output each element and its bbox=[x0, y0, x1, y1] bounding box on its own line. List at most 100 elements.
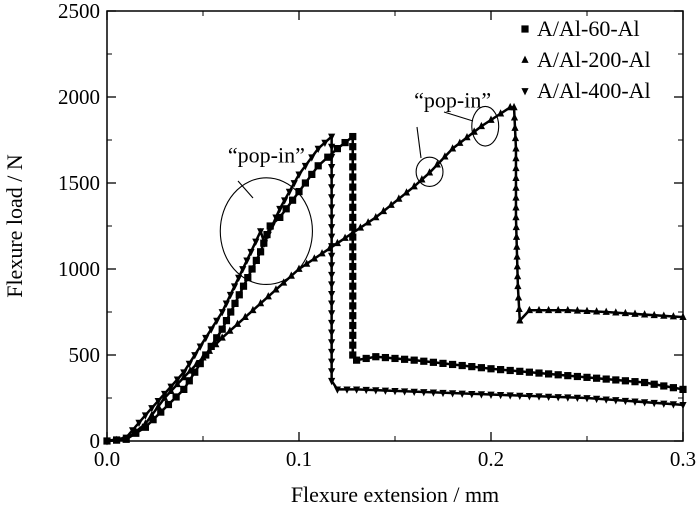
data-point bbox=[328, 300, 336, 308]
series-marker bbox=[272, 214, 280, 222]
data-point bbox=[141, 423, 149, 431]
pop-in-leader bbox=[443, 111, 474, 122]
series-marker bbox=[341, 138, 349, 147]
series-marker bbox=[252, 256, 260, 264]
series-marker bbox=[621, 308, 629, 317]
data-point bbox=[276, 213, 284, 221]
series-marker bbox=[583, 306, 591, 315]
data-point bbox=[333, 238, 341, 247]
series-marker bbox=[593, 374, 601, 382]
series-marker bbox=[612, 308, 620, 316]
data-point bbox=[295, 171, 303, 179]
data-point bbox=[679, 312, 687, 321]
data-point bbox=[141, 419, 149, 427]
series-marker bbox=[328, 252, 336, 261]
series-marker bbox=[328, 262, 336, 270]
series-marker bbox=[650, 380, 658, 388]
series-marker bbox=[545, 370, 553, 378]
series-marker bbox=[439, 389, 447, 398]
series-marker bbox=[429, 389, 437, 397]
series-marker bbox=[202, 334, 210, 343]
series-marker bbox=[458, 390, 466, 398]
series-marker bbox=[525, 368, 533, 376]
series-marker bbox=[161, 390, 169, 399]
y-tick-label: 2000 bbox=[58, 85, 100, 109]
pop-in-label: “pop-in” bbox=[414, 87, 491, 112]
series-marker bbox=[148, 405, 156, 413]
series-marker bbox=[233, 319, 242, 327]
series-marker bbox=[185, 377, 193, 385]
series-marker bbox=[328, 153, 336, 162]
series-marker bbox=[401, 355, 409, 363]
series-marker bbox=[193, 359, 201, 368]
pop-in-label: “pop-in” bbox=[228, 142, 305, 167]
y-tick-label: 500 bbox=[69, 343, 101, 367]
series-marker bbox=[349, 341, 357, 349]
series-marker bbox=[420, 389, 428, 397]
series-marker bbox=[222, 300, 230, 308]
series-marker bbox=[513, 252, 521, 260]
x-tick-label: 0.1 bbox=[286, 447, 312, 471]
x-tick-label: 0.2 bbox=[478, 447, 504, 471]
series-marker bbox=[506, 366, 514, 375]
series-marker bbox=[264, 231, 272, 239]
series-3 bbox=[103, 133, 687, 446]
series-marker bbox=[402, 188, 411, 196]
series-marker bbox=[631, 398, 639, 406]
data-point bbox=[260, 240, 269, 248]
series-marker bbox=[349, 272, 357, 280]
data-point bbox=[349, 282, 357, 290]
data-point bbox=[314, 162, 322, 170]
series-marker bbox=[439, 359, 447, 367]
series-marker bbox=[506, 392, 514, 400]
data-point bbox=[314, 145, 322, 153]
series-marker bbox=[231, 299, 239, 307]
series-marker bbox=[641, 399, 649, 407]
y-tick-label: 1000 bbox=[58, 257, 100, 281]
series-marker bbox=[441, 152, 449, 160]
series-marker bbox=[349, 203, 357, 211]
series-marker bbox=[391, 387, 399, 396]
series-marker bbox=[593, 395, 601, 404]
series-marker bbox=[512, 183, 520, 191]
series-marker bbox=[185, 360, 193, 368]
series-marker bbox=[512, 193, 520, 201]
series-marker bbox=[593, 307, 601, 315]
series-marker bbox=[349, 312, 357, 320]
data-point bbox=[295, 188, 303, 196]
series-marker bbox=[512, 203, 520, 211]
series-marker bbox=[463, 133, 471, 141]
series-marker bbox=[535, 305, 543, 314]
series-marker bbox=[669, 401, 677, 409]
series-marker bbox=[328, 339, 336, 347]
series-marker bbox=[349, 223, 357, 231]
legend-marker bbox=[521, 55, 529, 63]
series-marker bbox=[328, 194, 336, 202]
series-marker bbox=[191, 352, 199, 360]
legend: A/Al-60-Al A/Al-200-Al A/Al-400-Al bbox=[521, 16, 651, 103]
data-point bbox=[679, 385, 687, 393]
data-point bbox=[276, 205, 284, 214]
series-marker bbox=[113, 436, 121, 444]
series-marker bbox=[511, 133, 520, 142]
series-marker bbox=[172, 393, 180, 401]
series-marker bbox=[669, 312, 677, 320]
series-marker bbox=[449, 360, 457, 369]
series-marker bbox=[545, 305, 553, 314]
series-marker bbox=[328, 348, 336, 357]
series-marker bbox=[660, 400, 668, 408]
series-2 bbox=[103, 102, 687, 444]
series-1 bbox=[103, 132, 687, 445]
series-marker bbox=[173, 376, 181, 384]
series-marker bbox=[512, 232, 521, 240]
series-marker bbox=[429, 358, 437, 366]
series-marker bbox=[612, 397, 620, 405]
series-marker bbox=[235, 291, 243, 299]
series-marker bbox=[328, 224, 336, 232]
series-marker bbox=[191, 368, 199, 376]
series-marker bbox=[477, 391, 485, 399]
series-marker bbox=[512, 154, 520, 162]
series-marker bbox=[212, 339, 220, 348]
series-marker bbox=[458, 361, 466, 370]
series-marker bbox=[497, 109, 505, 117]
